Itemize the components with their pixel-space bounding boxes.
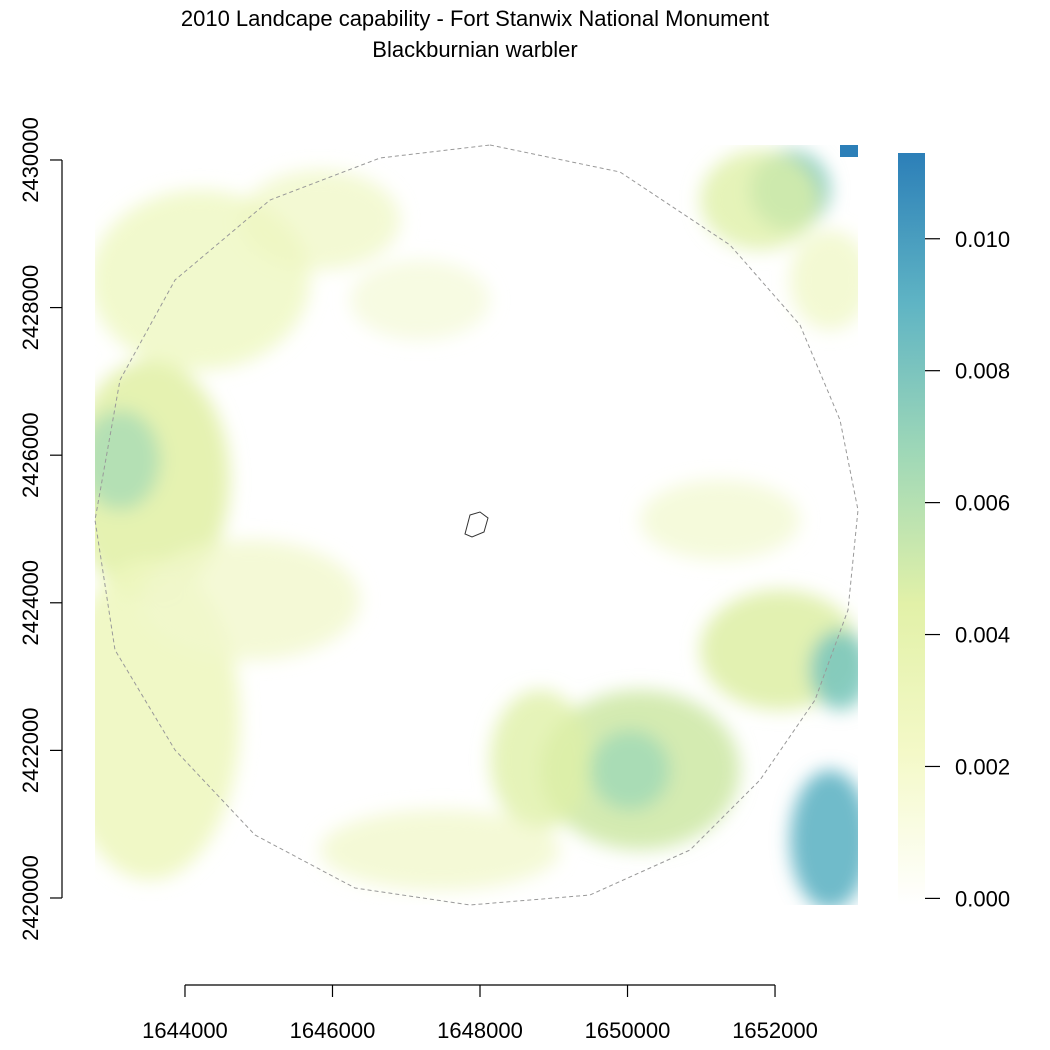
- colorbar: [898, 153, 925, 905]
- y-tick-label: 2426000: [18, 412, 43, 498]
- x-tick-label: 1648000: [437, 1018, 523, 1043]
- x-tick-label: 1644000: [142, 1018, 228, 1043]
- colorbar-tick-label: 0.004: [955, 623, 1010, 648]
- colorbar-tick-label: 0.002: [955, 754, 1010, 779]
- raster-patches: [95, 150, 858, 905]
- buffer-boundary: [94, 144, 859, 906]
- y-tick-label: 2422000: [18, 708, 43, 794]
- x-tick-label: 1652000: [732, 1018, 818, 1043]
- colorbar-tick-label: 0.010: [955, 227, 1010, 252]
- colorbar-tick-label: 0.006: [955, 491, 1010, 516]
- x-tick-label: 1650000: [585, 1018, 671, 1043]
- colorbar-tick-label: 0.000: [955, 886, 1010, 911]
- y-tick-label: 2428000: [18, 265, 43, 351]
- monument-boundary: [464, 511, 489, 538]
- subtitle: Blackburnian warbler: [372, 37, 577, 62]
- raster-patch: [840, 145, 858, 157]
- colorbar-tick-label: 0.008: [955, 359, 1010, 384]
- y-tick-label: 2430000: [18, 117, 43, 203]
- raster: [95, 145, 858, 905]
- y-tick-label: 2424000: [18, 560, 43, 646]
- x-tick-label: 1646000: [290, 1018, 376, 1043]
- y-tick-label: 2420000: [18, 855, 43, 941]
- title: 2010 Landcape capability - Fort Stanwix …: [181, 6, 769, 31]
